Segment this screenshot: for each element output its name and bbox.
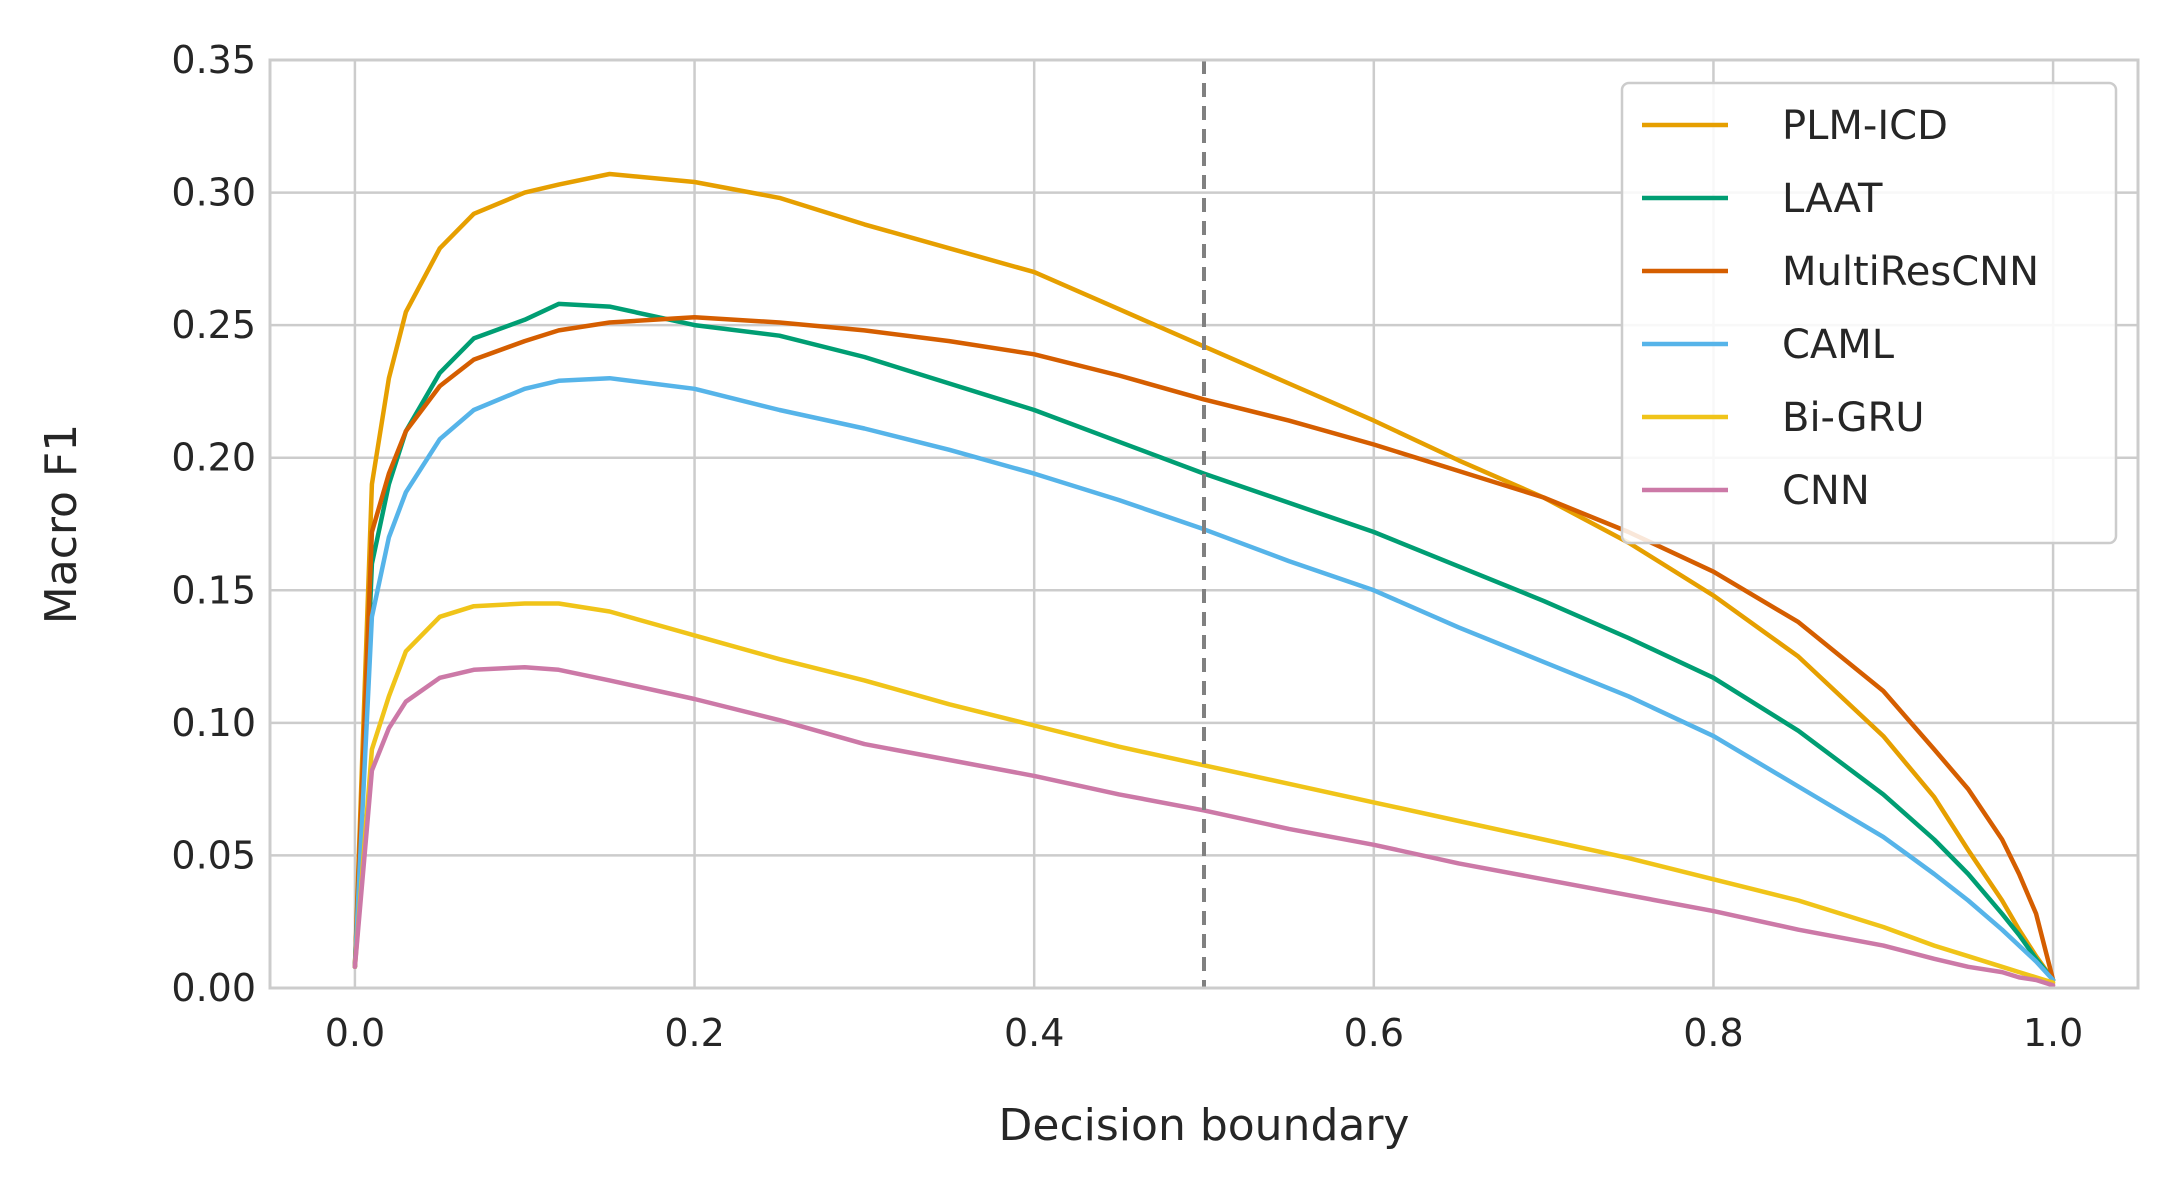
x-tick-label: 0.2 (664, 1011, 724, 1055)
series-line-caml (352, 375, 2056, 983)
legend-label: PLM-ICD (1782, 103, 1948, 149)
y-tick-label: 0.05 (171, 833, 256, 877)
series-line-laat (352, 301, 2056, 983)
legend-label: Bi-GRU (1782, 395, 1925, 441)
tick-labels: 0.0 0.2 0.4 0.6 0.8 1.0 0.00 0.05 0.10 0.15 0.20 0.… (171, 38, 2083, 1055)
y-tick-label: 0.15 (171, 568, 256, 612)
x-tick-label: 0.8 (1683, 1011, 1743, 1055)
x-axis-label: Decision boundary (999, 1100, 1410, 1151)
x-tick-label: 0.6 (1344, 1011, 1404, 1055)
y-tick-label: 0.35 (171, 38, 256, 82)
y-tick-label: 0.30 (171, 171, 256, 215)
legend-label: CNN (1782, 468, 1870, 514)
x-tick-label: 0.0 (325, 1011, 385, 1055)
series-lines (352, 171, 2056, 988)
y-axis-label: Macro F1 (36, 424, 87, 624)
y-tick-label: 0.25 (171, 303, 256, 347)
plot-frame (268, 58, 2140, 990)
y-tick-label: 0.20 (171, 436, 256, 480)
x-tick-label: 1.0 (2023, 1011, 2083, 1055)
legend: PLM-ICD LAAT MultiResCNN CAML Bi-GRU CNN (1620, 81, 2118, 545)
series-line-bi-gru (352, 601, 2056, 985)
y-tick-label: 0.10 (171, 701, 256, 745)
series-line-multirescnn (352, 314, 2056, 983)
legend-label: CAML (1782, 322, 1895, 368)
legend-label: MultiResCNN (1782, 249, 2039, 295)
y-tick-label: 0.00 (171, 966, 256, 1010)
legend-box (1620, 81, 2118, 545)
legend-label: LAAT (1782, 176, 1883, 222)
x-tick-label: 0.4 (1004, 1011, 1064, 1055)
series-line-cnn (352, 664, 2056, 988)
series-line-plm-icd (352, 171, 2056, 983)
